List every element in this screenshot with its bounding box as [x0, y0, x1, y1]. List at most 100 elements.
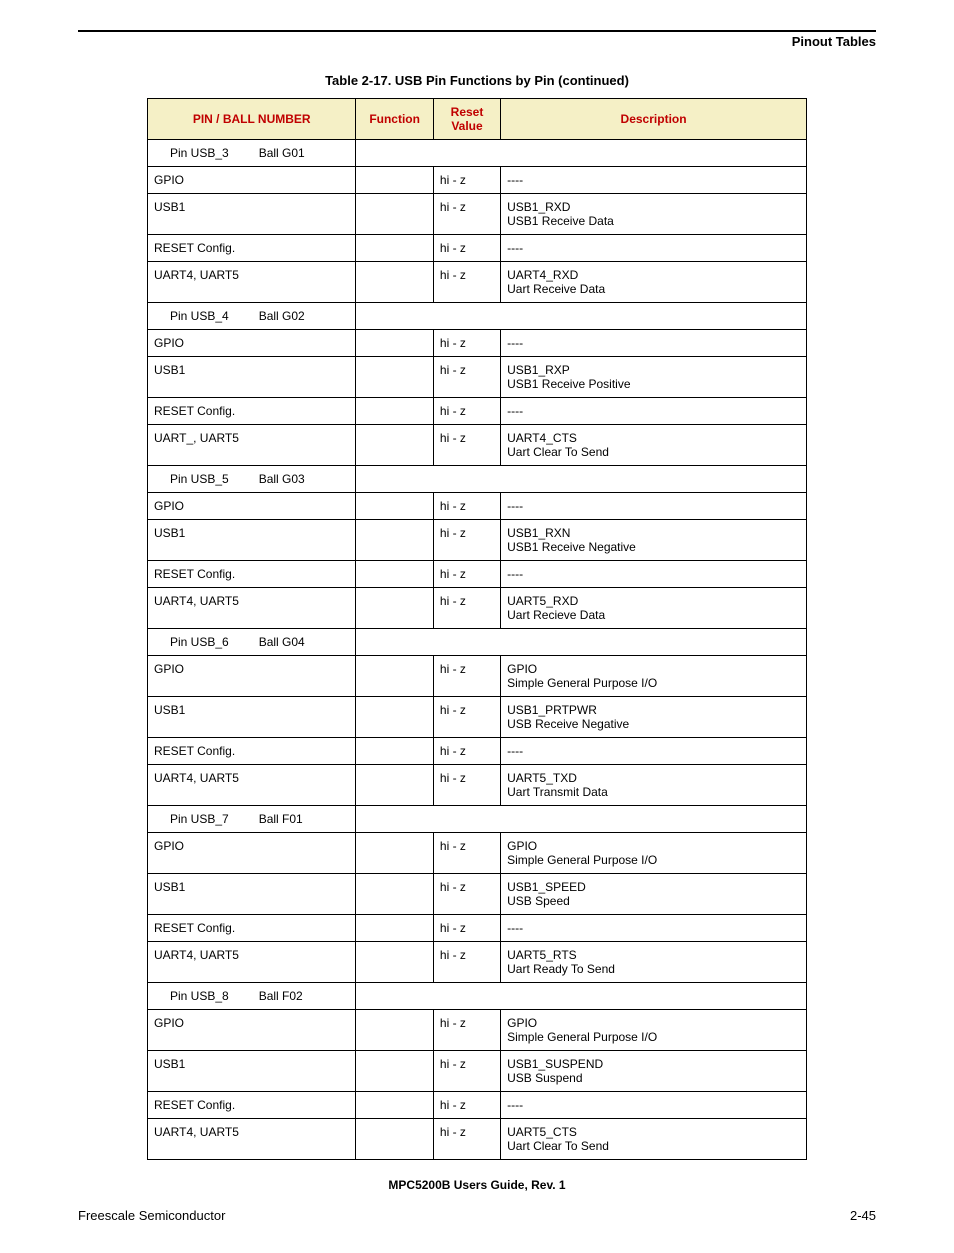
description-cell: USB1_RXDUSB1 Receive Data [501, 194, 807, 235]
description-cell: USB1_RXNUSB1 Receive Negative [501, 520, 807, 561]
reset-value-cell: hi - z [433, 1119, 500, 1160]
reset-value-cell: hi - z [433, 398, 500, 425]
table-row: UART_, UART5hi - zUART4_CTSUart Clear To… [148, 425, 807, 466]
header-rule [78, 30, 876, 32]
description-cell: ---- [501, 167, 807, 194]
description-cell: UART4_RXDUart Receive Data [501, 262, 807, 303]
function-cell [356, 588, 433, 629]
function-group-cell: UART4, UART5 [148, 588, 356, 629]
pin-header-blank [356, 140, 807, 167]
table-row: USB1hi - zUSB1_PRTPWRUSB Receive Negativ… [148, 697, 807, 738]
table-row: USB1hi - zUSB1_SUSPENDUSB Suspend [148, 1051, 807, 1092]
footer-left: Freescale Semiconductor [78, 1208, 225, 1223]
function-cell [356, 697, 433, 738]
reset-value-cell: hi - z [433, 167, 500, 194]
table-row: RESET Config.hi - z---- [148, 398, 807, 425]
table-row: UART4, UART5hi - zUART4_RXDUart Receive … [148, 262, 807, 303]
description-cell: UART5_TXDUart Transmit Data [501, 765, 807, 806]
table-row: RESET Config. hi - z---- [148, 915, 807, 942]
reset-value-cell: hi - z [433, 520, 500, 561]
pin-header-row: Pin USB_4Ball G02 [148, 303, 807, 330]
reset-value-cell: hi - z [433, 194, 500, 235]
description-cell: ---- [501, 235, 807, 262]
table-row: GPIOhi - z---- [148, 330, 807, 357]
function-cell [356, 942, 433, 983]
table-row: USB1 hi - zUSB1_RXDUSB1 Receive Data [148, 194, 807, 235]
description-cell: GPIOSimple General Purpose I/O [501, 656, 807, 697]
function-group-cell: RESET Config. [148, 235, 356, 262]
function-group-cell: GPIO [148, 656, 356, 697]
table-row: UART4, UART5 hi - zUART5_RXDUart Recieve … [148, 588, 807, 629]
description-cell: GPIOSimple General Purpose I/O [501, 1010, 807, 1051]
footer-right: 2-45 [850, 1208, 876, 1223]
function-cell [356, 425, 433, 466]
function-cell [356, 1119, 433, 1160]
description-cell: USB1_RXPUSB1 Receive Positive [501, 357, 807, 398]
table-row: RESET Config.hi - z---- [148, 738, 807, 765]
table-row: GPIO hi - zGPIOSimple General Purpose I/O [148, 833, 807, 874]
function-group-cell: GPIO [148, 833, 356, 874]
function-cell [356, 1092, 433, 1119]
function-cell [356, 915, 433, 942]
function-group-cell: USB1 [148, 520, 356, 561]
function-group-cell: USB1 [148, 874, 356, 915]
function-cell [356, 330, 433, 357]
function-group-cell: RESET Config. [148, 915, 356, 942]
table-caption: Table 2-17. USB Pin Functions by Pin (co… [78, 73, 876, 88]
col-desc: Description [501, 99, 807, 140]
col-pin: PIN / BALL NUMBER [148, 99, 356, 140]
table-row: GPIO hi - z---- [148, 493, 807, 520]
pin-ball-cell: Pin USB_7Ball F01 [148, 806, 356, 833]
section-title: Pinout Tables [78, 34, 876, 49]
description-cell: GPIOSimple General Purpose I/O [501, 833, 807, 874]
table-row: RESET Config.hi - z---- [148, 1092, 807, 1119]
pin-header-blank [356, 466, 807, 493]
description-cell: USB1_SUSPENDUSB Suspend [501, 1051, 807, 1092]
reset-value-cell: hi - z [433, 915, 500, 942]
pin-header-row: Pin USB_8Ball F02 [148, 983, 807, 1010]
function-cell [356, 262, 433, 303]
reset-value-cell: hi - z [433, 942, 500, 983]
function-cell [356, 167, 433, 194]
description-cell: UART5_RXDUart Recieve Data [501, 588, 807, 629]
description-cell: ---- [501, 561, 807, 588]
pin-ball-cell: Pin USB_3Ball G01 [148, 140, 356, 167]
description-cell: UART5_CTSUart Clear To Send [501, 1119, 807, 1160]
reset-value-cell: hi - z [433, 357, 500, 398]
pin-ball-cell: Pin USB_8Ball F02 [148, 983, 356, 1010]
table-row: UART4, UART5 hi - zUART5_TXDUart Transmit… [148, 765, 807, 806]
function-cell [356, 1051, 433, 1092]
pin-header-row: Pin USB_3Ball G01 [148, 140, 807, 167]
pin-ball-cell: Pin USB_4Ball G02 [148, 303, 356, 330]
table-row: USB1 hi - zUSB1_RXNUSB1 Receive Negative [148, 520, 807, 561]
function-group-cell: UART4, UART5 [148, 1119, 356, 1160]
reset-value-cell: hi - z [433, 561, 500, 588]
description-cell: ---- [501, 493, 807, 520]
pin-header-row: Pin USB_6Ball G04 [148, 629, 807, 656]
col-func: Function [356, 99, 433, 140]
reset-value-cell: hi - z [433, 833, 500, 874]
reset-value-cell: hi - z [433, 1051, 500, 1092]
reset-value-cell: hi - z [433, 493, 500, 520]
table-row: USB1hi - zUSB1_SPEEDUSB Speed [148, 874, 807, 915]
pin-header-blank [356, 629, 807, 656]
pin-header-blank [356, 303, 807, 330]
function-group-cell: RESET Config. [148, 398, 356, 425]
function-group-cell: UART4, UART5 [148, 765, 356, 806]
function-group-cell: GPIO [148, 493, 356, 520]
reset-value-cell: hi - z [433, 425, 500, 466]
description-cell: ---- [501, 915, 807, 942]
reset-value-cell: hi - z [433, 1010, 500, 1051]
function-cell [356, 520, 433, 561]
description-cell: UART5_RTSUart Ready To Send [501, 942, 807, 983]
reset-value-cell: hi - z [433, 765, 500, 806]
function-group-cell: USB1 [148, 194, 356, 235]
function-group-cell: GPIO [148, 330, 356, 357]
reset-value-cell: hi - z [433, 874, 500, 915]
reset-value-cell: hi - z [433, 738, 500, 765]
function-group-cell: RESET Config. [148, 1092, 356, 1119]
table-row: GPIOhi - z---- [148, 167, 807, 194]
description-cell: ---- [501, 1092, 807, 1119]
description-cell: ---- [501, 330, 807, 357]
reset-value-cell: hi - z [433, 588, 500, 629]
